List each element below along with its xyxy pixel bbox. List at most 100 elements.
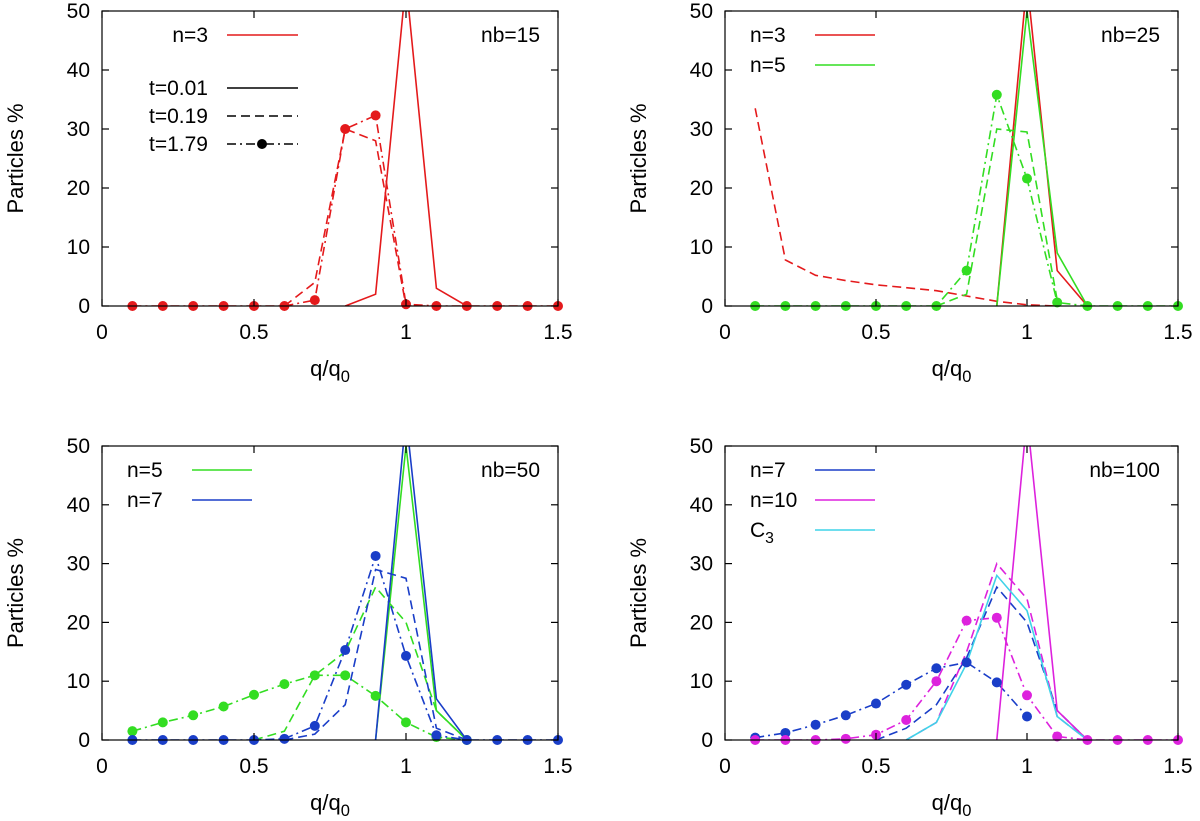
- data-point: [371, 551, 381, 561]
- y-tick-label: 0: [78, 729, 90, 752]
- y-tick-label: 0: [78, 295, 90, 318]
- data-point: [811, 720, 821, 730]
- panel-1: 0 0.5 1 1.5 0 10 20 30 40 50 q/q0 Particles % nb=15 n…: [3, 0, 573, 386]
- x-axis-label: q/q0: [310, 790, 350, 820]
- data-point: [841, 734, 851, 744]
- y-tick-label: 40: [690, 494, 713, 517]
- y-tick-label: 20: [67, 611, 90, 634]
- series-line-n=3-t=0.01: [997, 0, 1088, 306]
- legend-label: n=5: [127, 459, 163, 482]
- panel-annotation: nb=50: [481, 459, 540, 482]
- x-tick-label: 1.5: [1163, 321, 1192, 344]
- legend-label: n=3: [172, 24, 208, 47]
- x-tick-label: 0.5: [239, 321, 268, 344]
- data-point: [158, 717, 168, 727]
- legend-label: C3: [750, 519, 774, 547]
- panel-3: 0 0.5 1 1.5 0 10 20 30 40 50 q/q0 Particles % nb=50 n…: [3, 417, 573, 820]
- y-tick-label: 30: [690, 553, 713, 576]
- panel-2: 0 0.5 1 1.5 0 10 20 30 40 50 q/q0 Particles % nb=25 n…: [626, 0, 1193, 386]
- data-point: [127, 726, 137, 736]
- y-axis-label: Particles %: [3, 103, 28, 213]
- legend-time-marker: [257, 139, 267, 149]
- y-axis-label: Particles %: [626, 538, 651, 648]
- data-point: [371, 691, 381, 701]
- y-axis-label: Particles %: [626, 103, 651, 213]
- data-point: [340, 124, 350, 134]
- plot-frame: [102, 11, 558, 306]
- legend-label: n=7: [127, 489, 163, 512]
- data-point: [962, 266, 972, 276]
- x-axis-label: q/q0: [932, 356, 972, 386]
- data-point: [401, 651, 411, 661]
- panel-annotation: nb=25: [1101, 24, 1160, 47]
- data-point: [279, 734, 289, 744]
- y-tick-label: 50: [690, 0, 713, 23]
- series-line-n=3-t=0.01: [345, 0, 467, 306]
- panel-annotation: nb=100: [1089, 459, 1160, 482]
- y-tick-label: 10: [690, 670, 713, 693]
- x-tick-label: 1: [1021, 755, 1033, 778]
- x-tick-label: 0: [719, 755, 731, 778]
- y-tick-label: 20: [67, 177, 90, 200]
- x-tick-label: 0.5: [861, 755, 890, 778]
- data-point: [931, 676, 941, 686]
- y-tick-label: 20: [690, 177, 713, 200]
- legend-time-label: t=1.79: [149, 133, 208, 156]
- data-point: [871, 699, 881, 709]
- y-tick-label: 40: [67, 494, 90, 517]
- plot-frame: [102, 446, 558, 740]
- x-axis-label: q/q0: [310, 356, 350, 386]
- y-axis-label: Particles %: [3, 538, 28, 648]
- y-tick-label: 40: [690, 59, 713, 82]
- x-tick-label: 1.5: [543, 755, 572, 778]
- legend-time-label: t=0.01: [149, 77, 208, 100]
- y-tick-label: 30: [67, 118, 90, 141]
- x-tick-label: 1: [400, 321, 412, 344]
- x-axis-label: q/q0: [932, 790, 972, 820]
- plot-frame: [725, 11, 1178, 306]
- data-point: [992, 90, 1002, 100]
- data-point: [371, 110, 381, 120]
- x-tick-label: 1: [1021, 321, 1033, 344]
- data-point: [841, 710, 851, 720]
- x-tick-label: 0.5: [861, 321, 890, 344]
- data-point: [901, 680, 911, 690]
- data-point: [901, 715, 911, 725]
- y-tick-label: 20: [690, 611, 713, 634]
- x-tick-label: 1: [400, 755, 412, 778]
- data-point: [310, 721, 320, 731]
- data-point: [188, 710, 198, 720]
- data-point: [992, 613, 1002, 623]
- data-point: [1022, 174, 1032, 184]
- data-point: [340, 645, 350, 655]
- y-tick-label: 10: [690, 236, 713, 259]
- data-point: [219, 701, 229, 711]
- x-tick-label: 1.5: [543, 321, 572, 344]
- series-line-n=3-t=0.19: [284, 129, 436, 306]
- data-point: [1022, 711, 1032, 721]
- x-tick-label: 0: [96, 321, 108, 344]
- series-line-n=7-t=1.79: [755, 662, 1027, 737]
- y-tick-label: 30: [690, 118, 713, 141]
- data-point: [249, 690, 259, 700]
- data-point: [992, 677, 1002, 687]
- x-tick-label: 1.5: [1163, 755, 1192, 778]
- y-tick-label: 40: [67, 59, 90, 82]
- y-tick-label: 50: [690, 435, 713, 458]
- y-tick-label: 50: [67, 435, 90, 458]
- y-tick-label: 0: [701, 729, 713, 752]
- data-point: [1022, 690, 1032, 700]
- data-point: [310, 295, 320, 305]
- data-point: [931, 663, 941, 673]
- legend-time-label: t=0.19: [149, 105, 208, 128]
- data-point: [340, 670, 350, 680]
- y-tick-label: 10: [67, 236, 90, 259]
- data-point: [279, 679, 289, 689]
- y-tick-label: 10: [67, 670, 90, 693]
- data-point: [401, 717, 411, 727]
- y-tick-label: 50: [67, 0, 90, 23]
- legend-label: n=10: [750, 489, 797, 512]
- legend-label: n=5: [750, 54, 786, 77]
- data-point: [962, 657, 972, 667]
